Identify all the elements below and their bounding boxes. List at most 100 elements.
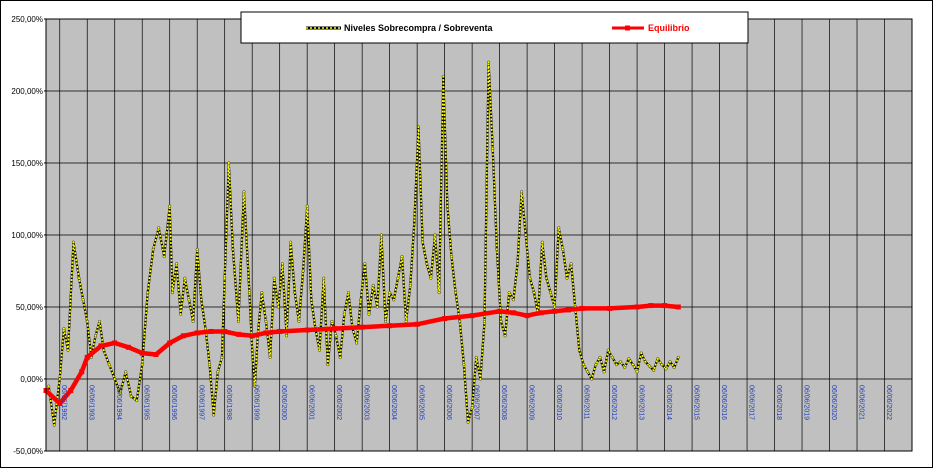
series-niveles-point xyxy=(602,370,606,374)
series-niveles-point xyxy=(305,204,309,208)
series-niveles-point xyxy=(260,291,264,295)
series-niveles-point xyxy=(639,351,643,355)
series-equilibrio-point xyxy=(359,324,365,330)
series-equilibrio-point xyxy=(579,305,585,311)
series-niveles-point xyxy=(515,262,519,266)
series-niveles-point xyxy=(157,226,161,230)
series-niveles-point xyxy=(652,368,656,372)
x-tick-label: 06/06/2007 xyxy=(473,385,480,420)
series-niveles-point xyxy=(528,276,532,280)
series-niveles-point xyxy=(379,233,383,237)
series-niveles-point xyxy=(384,319,388,323)
series-equilibrio-point xyxy=(648,303,654,309)
series-niveles-point xyxy=(495,247,499,251)
series-niveles-point xyxy=(212,413,216,417)
x-tick-label: 06/06/2013 xyxy=(638,385,645,420)
series-equilibrio-point xyxy=(565,307,571,313)
series-equilibrio-point xyxy=(249,333,255,339)
x-tick-label: 06/06/2003 xyxy=(363,385,370,420)
series-niveles-point xyxy=(532,291,536,295)
series-equilibrio-point xyxy=(414,321,420,327)
series-niveles-point xyxy=(643,360,647,364)
series-niveles-point xyxy=(338,355,342,359)
series-niveles-point xyxy=(375,305,379,309)
x-tick-label: 06/06/1992 xyxy=(60,385,67,420)
series-niveles-point xyxy=(199,298,203,302)
series-equilibrio-point xyxy=(552,308,558,314)
series-niveles-point xyxy=(437,291,441,295)
series-equilibrio-point xyxy=(222,328,228,334)
series-niveles-point xyxy=(289,240,293,244)
series-niveles-point xyxy=(520,190,524,194)
x-tick-label: 06/06/2015 xyxy=(693,385,700,420)
series-niveles-point xyxy=(421,240,425,244)
x-tick-label: 06/06/2016 xyxy=(720,385,727,420)
x-tick-label: 06/06/1997 xyxy=(198,385,205,420)
series-equilibrio-point xyxy=(497,308,503,314)
series-niveles-point xyxy=(647,364,651,368)
series-niveles-point xyxy=(565,276,569,280)
series-niveles-point xyxy=(359,298,363,302)
x-tick-label: 06/06/2012 xyxy=(610,385,617,420)
x-tick-label: 06/06/2017 xyxy=(748,385,755,420)
x-tick-label: 06/06/2011 xyxy=(583,385,590,420)
x-tick-label: 06/06/2010 xyxy=(555,385,562,420)
series-niveles-point xyxy=(168,204,172,208)
series-niveles-point xyxy=(81,298,85,302)
series-niveles-point xyxy=(129,394,133,398)
series-equilibrio-point xyxy=(153,352,159,358)
series-niveles-point xyxy=(396,276,400,280)
series-niveles-point xyxy=(482,319,486,323)
series-niveles-point xyxy=(247,291,251,295)
series-niveles-point xyxy=(474,355,478,359)
y-tick-label: 50,00% xyxy=(16,303,43,312)
series-niveles-point xyxy=(581,363,585,367)
series-niveles-point xyxy=(478,377,482,381)
series-equilibrio-point xyxy=(68,388,74,394)
series-niveles-point xyxy=(62,327,66,331)
series-equilibrio-point xyxy=(57,400,63,406)
series-niveles-point xyxy=(236,319,240,323)
series-niveles-point xyxy=(231,247,235,251)
series-niveles-point xyxy=(280,262,284,266)
series-niveles-point xyxy=(429,276,433,280)
series-niveles-point xyxy=(146,291,150,295)
series-niveles-point xyxy=(179,312,183,316)
series-niveles-point xyxy=(417,125,421,129)
x-tick-label: 06/06/2000 xyxy=(280,385,287,420)
series-niveles-point xyxy=(623,365,627,369)
series-niveles-point xyxy=(503,334,507,338)
series-equilibrio-point xyxy=(208,328,214,334)
series-niveles-point xyxy=(77,276,81,280)
legend-label-niveles: Niveles Sobrecompra / Sobreventa xyxy=(344,23,494,33)
series-niveles-point xyxy=(355,341,359,345)
series-niveles-point xyxy=(326,363,330,367)
legend: Niveles Sobrecompra / Sobreventa Equilib… xyxy=(240,11,749,44)
series-niveles-point xyxy=(264,319,268,323)
series-niveles-point xyxy=(363,262,367,266)
x-tick-label: 06/06/2001 xyxy=(308,385,315,420)
x-tick-label: 06/06/2018 xyxy=(775,385,782,420)
series-niveles-point xyxy=(175,262,179,266)
legend-item-equilibrio: Equilibrio xyxy=(612,23,690,33)
series-niveles-point xyxy=(404,319,408,323)
series-niveles-point xyxy=(367,312,371,316)
series-equilibrio-point xyxy=(662,303,668,309)
series-niveles-point xyxy=(676,355,680,359)
series-equilibrio-point xyxy=(332,326,338,332)
series-niveles-point xyxy=(52,423,56,427)
series-niveles-point xyxy=(491,147,495,151)
y-tick-label: 100,00% xyxy=(11,231,43,240)
series-equilibrio-point xyxy=(510,310,516,316)
series-equilibrio-point xyxy=(125,344,131,350)
series-equilibrio-point xyxy=(634,304,640,310)
series-equilibrio-point xyxy=(387,323,393,329)
x-tick-label: 06/06/2014 xyxy=(665,385,672,420)
series-niveles-point xyxy=(664,367,668,371)
series-niveles-point xyxy=(487,60,491,64)
series-equilibrio-point xyxy=(79,369,85,375)
series-niveles-point xyxy=(293,291,297,295)
series-niveles-point xyxy=(371,283,375,287)
y-tick-label: -50,00% xyxy=(13,447,43,456)
